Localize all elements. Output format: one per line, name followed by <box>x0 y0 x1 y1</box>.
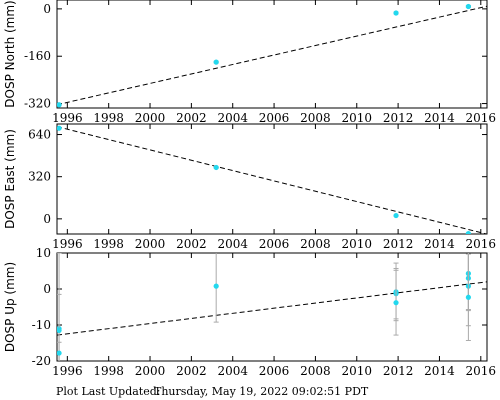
data-point-north <box>465 3 471 10</box>
y-axis-title-east: DOSP East (mm) <box>3 129 17 229</box>
x-tick-label-up: 2000 <box>135 364 166 378</box>
plot-area-north <box>57 3 487 108</box>
x-tick-label-north: 2008 <box>300 111 331 125</box>
y-tick-label-up: 0 <box>43 282 51 296</box>
y-tick-label-up: 10 <box>36 246 51 260</box>
chart-panels: 1996 1998 2000 2002 2004 2006 2008 2010 2012 2014… <box>3 0 497 378</box>
y-tick-label-up: -10 <box>32 318 51 332</box>
x-tick-label-up: 2004 <box>217 364 248 378</box>
data-point-east <box>465 231 471 234</box>
y-tick-label-up: -20 <box>32 354 51 368</box>
x-tick-label-up: 2016 <box>466 364 497 378</box>
panel-frame-east <box>56 123 488 235</box>
x-tick-label-up: 1998 <box>93 364 124 378</box>
x-tick-label-up: 2014 <box>424 364 455 378</box>
panel-frame-up <box>56 252 488 362</box>
y-tick-label-east: 320 <box>28 170 51 184</box>
x-tick-label-north: 1996 <box>52 111 83 125</box>
data-point-up <box>465 294 471 300</box>
data-point-east <box>393 212 399 219</box>
x-tick-label-east: 2012 <box>383 237 414 251</box>
x-tick-label-up: 2012 <box>383 364 414 378</box>
x-tick-label-up: 1996 <box>52 364 83 378</box>
y-axis-title-up: DOSP Up (mm) <box>3 262 17 352</box>
trend-line-up <box>57 281 487 336</box>
y-tick-label-north: 0 <box>43 2 51 16</box>
x-tick-label-north: 2002 <box>176 111 207 125</box>
data-point-up <box>57 327 62 333</box>
data-point-north <box>213 59 219 65</box>
y-tick-label-north: -160 <box>24 49 51 63</box>
x-tick-label-north: 2014 <box>424 111 455 125</box>
trend-line-east <box>57 126 487 234</box>
x-tick-label-east: 2004 <box>217 237 248 251</box>
footer-label: Plot Last Updated: <box>56 385 160 398</box>
panel-up: 1996 1998 2000 2002 2004 2006 2008 2010 2012 2014… <box>3 246 497 378</box>
panel-north: 1996 1998 2000 2002 2004 2006 2008 2010 2012 2014… <box>3 0 496 125</box>
x-tick-label-up: 2006 <box>259 364 290 378</box>
plot-area-east <box>57 125 487 234</box>
x-tick-label-north: 2016 <box>466 111 497 125</box>
data-point-east <box>213 164 219 171</box>
y-tick-label-east: 0 <box>43 212 51 226</box>
data-point-up <box>57 350 62 356</box>
data-point-up <box>393 300 399 306</box>
data-point-up <box>213 283 219 289</box>
x-tick-label-east: 2008 <box>300 237 331 251</box>
panel-frame-north <box>56 0 488 109</box>
x-tick-label-east: 2006 <box>259 237 290 251</box>
x-tick-label-north: 2000 <box>135 111 166 125</box>
x-tick-label-east: 1996 <box>52 237 83 251</box>
x-tick-label-north: 2004 <box>217 111 248 125</box>
x-tick-label-up: 2010 <box>341 364 372 378</box>
y-tick-label-north: -320 <box>24 97 51 111</box>
data-point-north <box>57 102 62 108</box>
x-tick-label-east: 2014 <box>424 237 455 251</box>
x-tick-label-north: 2012 <box>383 111 414 125</box>
y-axis-title-north: DOSP North (mm) <box>3 0 17 107</box>
x-tick-label-up: 2002 <box>176 364 207 378</box>
data-point-east <box>57 125 62 131</box>
panel-east: 1996 1998 2000 2002 2004 2006 2008 2010 2012 2014… <box>3 123 497 251</box>
x-tick-label-east: 2002 <box>176 237 207 251</box>
x-tick-label-up: 2008 <box>300 364 331 378</box>
plot-area-up <box>57 253 487 361</box>
footer-timestamp: Thursday, May 19, 2022 09:02:51 PDT <box>154 385 369 398</box>
trend-line-north <box>57 5 487 106</box>
x-tick-label-north: 1998 <box>93 111 124 125</box>
x-tick-label-east: 2016 <box>466 237 497 251</box>
x-tick-label-north: 2006 <box>259 111 290 125</box>
data-point-north <box>393 10 399 16</box>
x-tick-label-north: 2010 <box>341 111 372 125</box>
x-tick-label-east: 2010 <box>341 237 372 251</box>
y-tick-label-east: 640 <box>28 128 51 142</box>
x-tick-label-east: 2000 <box>135 237 166 251</box>
x-tick-label-east: 1998 <box>93 237 124 251</box>
